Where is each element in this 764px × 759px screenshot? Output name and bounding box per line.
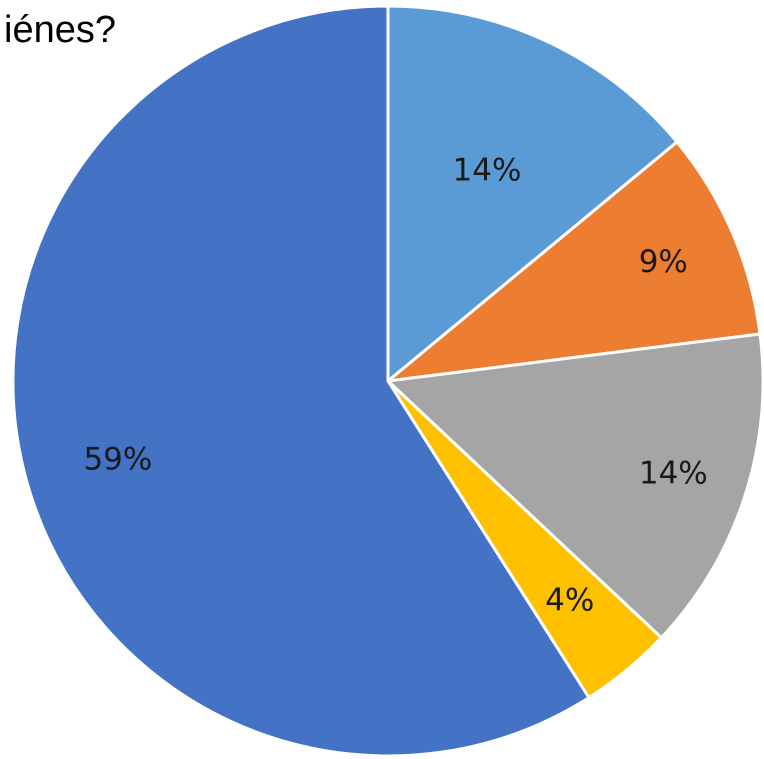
chart-title: iénes? <box>4 9 116 51</box>
pie-slice-5 <box>11 4 591 758</box>
pie-slice-3 <box>386 332 764 640</box>
pie-slices <box>11 4 764 758</box>
pie-slice-1 <box>386 4 679 383</box>
pie-slice-2 <box>386 140 762 383</box>
pie-slice-label-2: 9% <box>639 244 688 280</box>
pie-labels: 14% 9% 14% 4% 59% <box>83 153 707 619</box>
pie-slice-label-4: 4% <box>545 583 594 619</box>
pie-slice-label-3: 14% <box>639 456 708 492</box>
pie-slice-label-1: 14% <box>453 153 522 189</box>
pie-slice-label-5: 59% <box>83 442 152 478</box>
